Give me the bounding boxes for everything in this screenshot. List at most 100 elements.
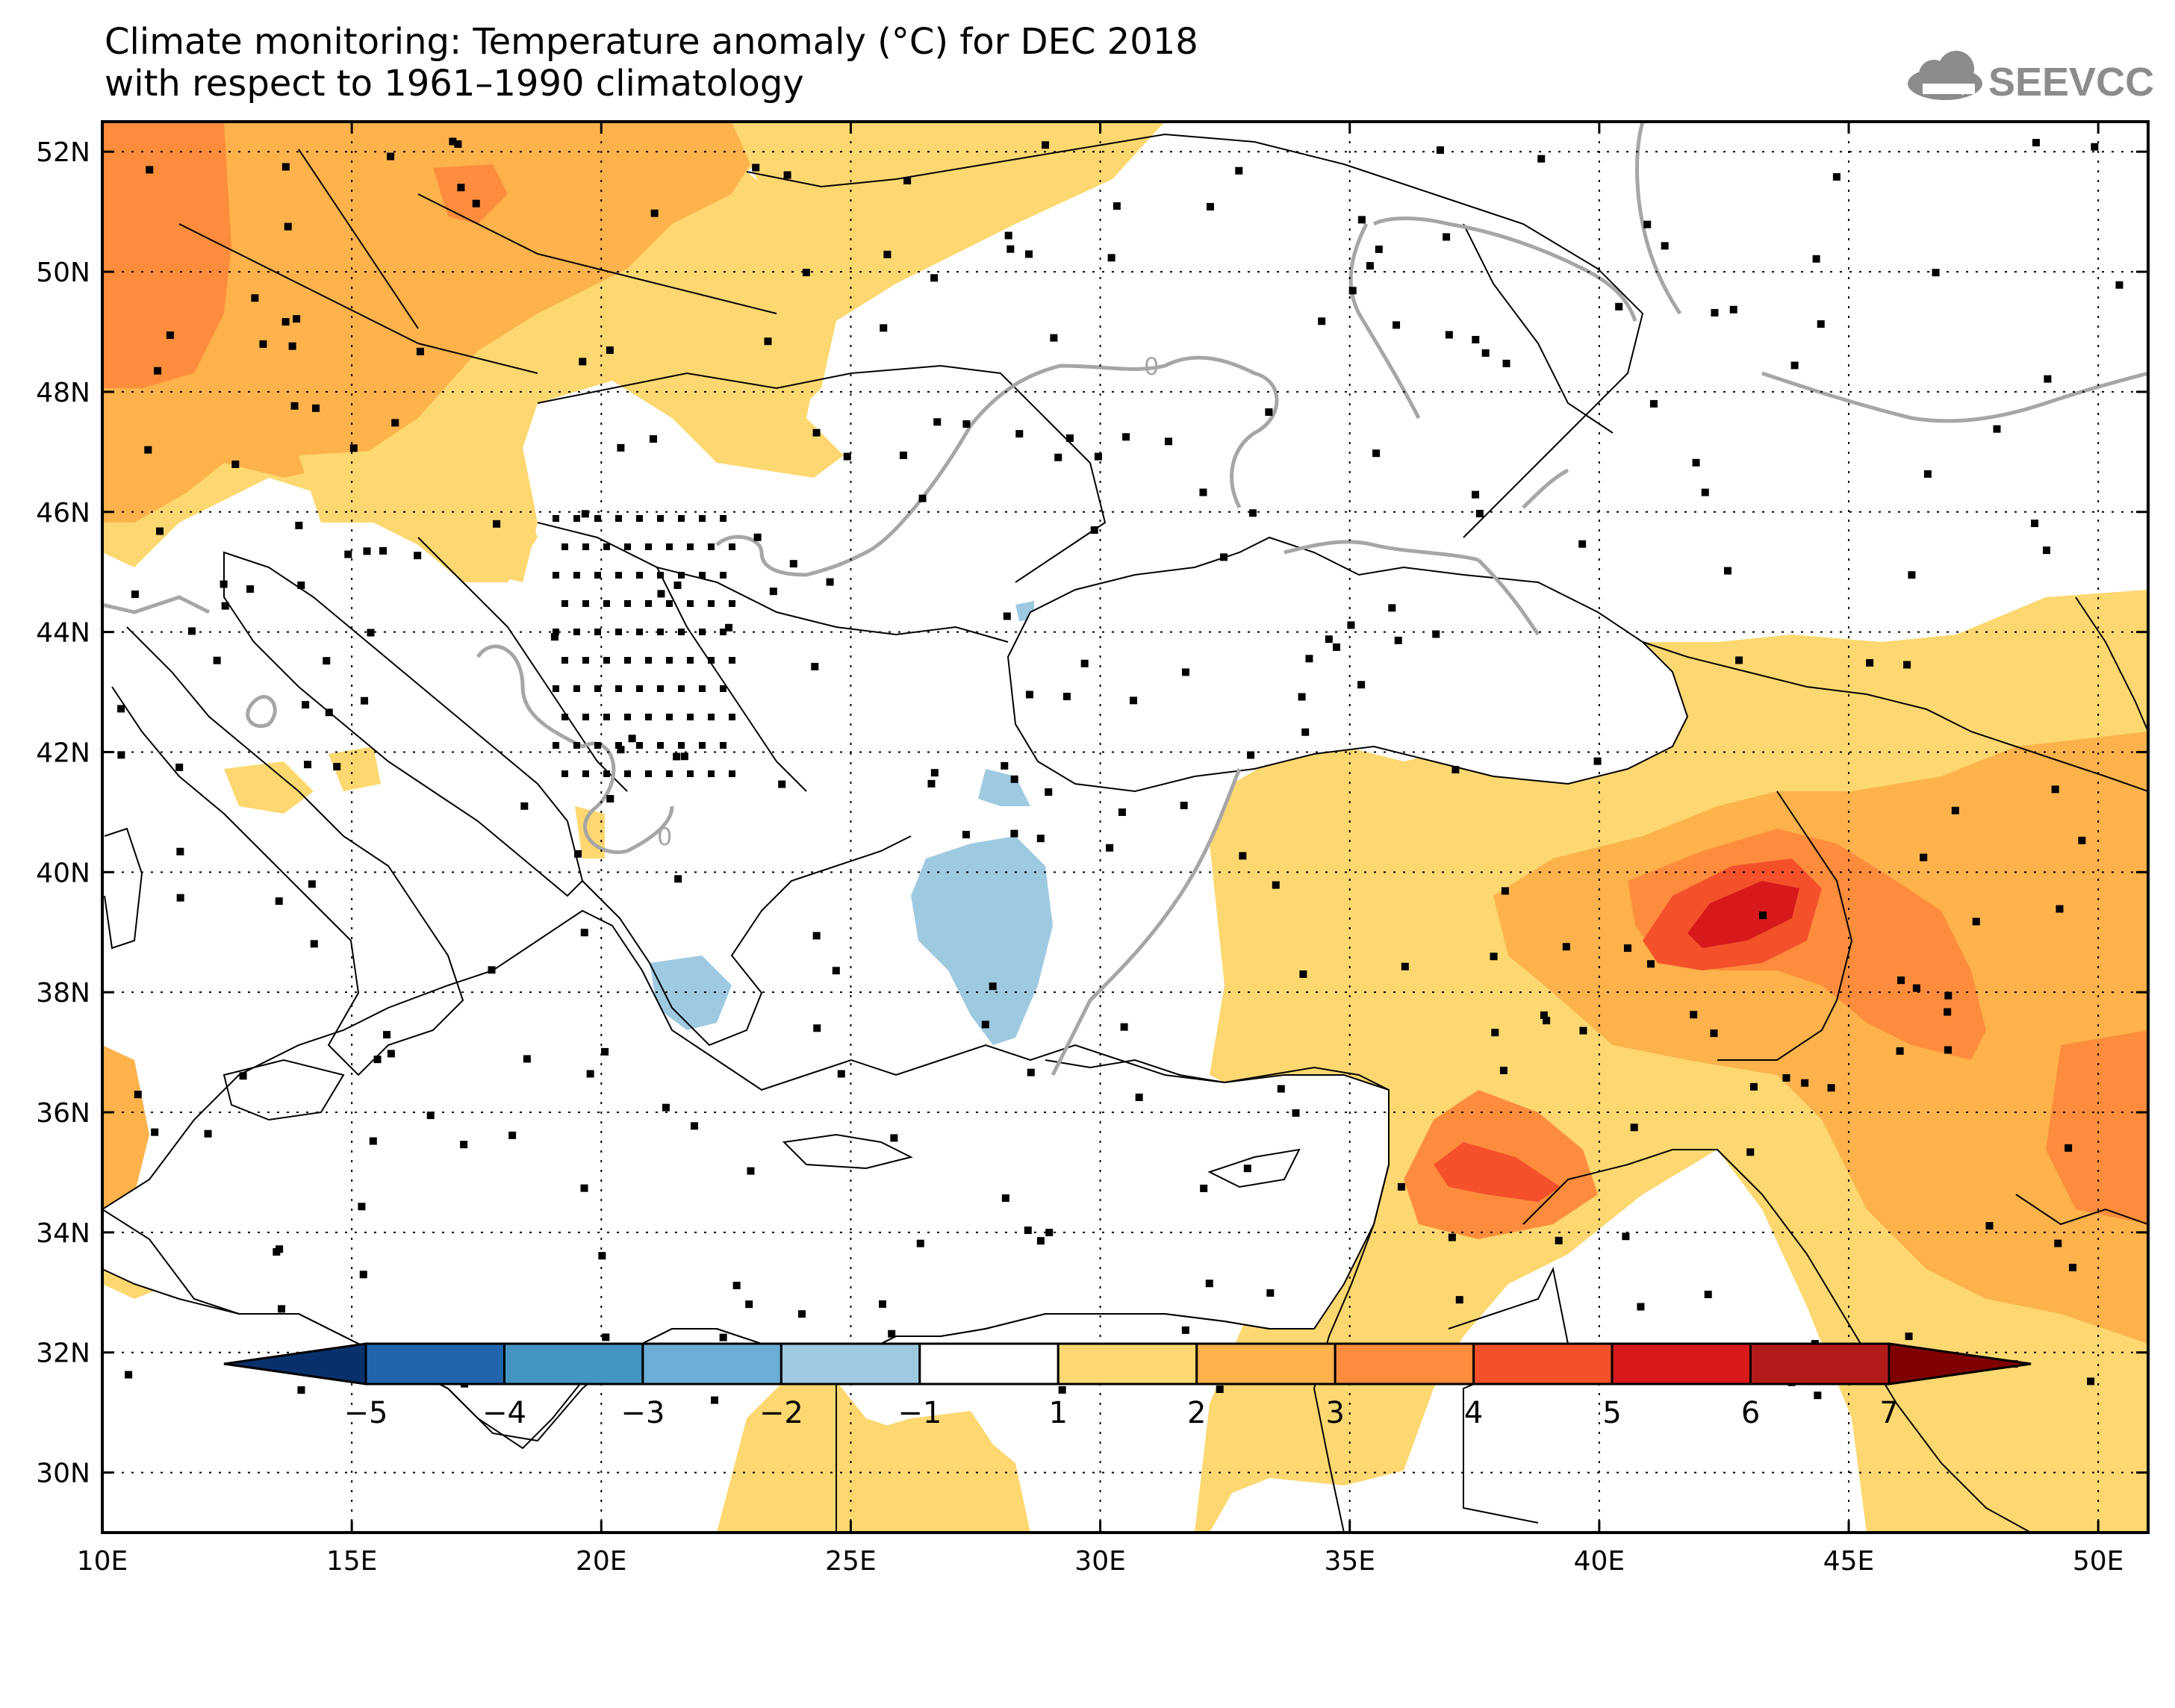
station-marker bbox=[2087, 1377, 2095, 1386]
station-marker bbox=[373, 1056, 382, 1064]
station-marker bbox=[1272, 881, 1280, 889]
station-marker bbox=[176, 894, 184, 902]
station-marker bbox=[1445, 331, 1453, 339]
station-marker bbox=[711, 1396, 719, 1404]
station-marker bbox=[1247, 751, 1255, 759]
station-marker bbox=[657, 590, 665, 598]
station-marker bbox=[1491, 1029, 1499, 1037]
station-marker bbox=[1003, 612, 1011, 620]
levant-coast bbox=[1313, 1090, 1390, 1533]
station-marker bbox=[720, 572, 726, 579]
zero-contour-anatolia bbox=[1051, 768, 1242, 1076]
station-marker bbox=[344, 550, 352, 558]
station-marker bbox=[1637, 1303, 1645, 1311]
colorbar-label: −1 bbox=[897, 1396, 942, 1430]
station-marker bbox=[1058, 1386, 1066, 1394]
caspian-coast-south bbox=[2015, 1194, 2148, 1226]
station-marker bbox=[732, 1281, 741, 1289]
station-marker bbox=[553, 572, 559, 579]
station-marker bbox=[725, 623, 733, 632]
anomaly-poland-orange bbox=[433, 164, 508, 224]
station-marker bbox=[2056, 905, 2064, 913]
station-marker bbox=[1912, 984, 1920, 992]
station-marker bbox=[1985, 1222, 1994, 1230]
station-marker bbox=[1896, 1047, 1904, 1055]
station-marker bbox=[603, 770, 610, 777]
station-marker bbox=[1643, 220, 1652, 228]
cyprus bbox=[1207, 1148, 1301, 1188]
station-marker bbox=[624, 543, 631, 550]
station-marker bbox=[708, 600, 715, 607]
station-marker bbox=[962, 831, 970, 839]
station-marker bbox=[1501, 887, 1509, 895]
station-marker bbox=[259, 340, 267, 348]
colorbar-label: −5 bbox=[344, 1396, 388, 1430]
station-marker bbox=[1701, 488, 1709, 496]
station-marker bbox=[131, 590, 139, 599]
station-marker bbox=[1045, 1229, 1054, 1237]
station-marker bbox=[615, 685, 622, 692]
station-marker bbox=[221, 602, 229, 610]
title-line-1: Climate monitoring: Temperature anomaly … bbox=[105, 21, 1198, 63]
station-marker bbox=[1944, 1008, 1952, 1016]
zero-contours bbox=[102, 122, 2148, 1076]
anomaly-east-red bbox=[1687, 881, 1799, 948]
station-marker bbox=[662, 1103, 670, 1112]
station-marker bbox=[1827, 1084, 1835, 1092]
station-marker bbox=[879, 1300, 886, 1308]
station-marker bbox=[1027, 1068, 1035, 1076]
station-marker bbox=[789, 560, 797, 568]
station-marker bbox=[561, 600, 568, 607]
station-marker bbox=[602, 1333, 610, 1341]
station-marker bbox=[981, 1020, 989, 1029]
station-marker bbox=[488, 966, 496, 974]
anomaly-italy2-yellow bbox=[329, 747, 381, 791]
station-marker bbox=[1630, 1123, 1638, 1132]
station-marker bbox=[1206, 202, 1214, 211]
station-marker bbox=[304, 761, 312, 769]
station-marker bbox=[826, 578, 834, 586]
station-marker bbox=[720, 742, 726, 749]
lat-tick-label: 32N bbox=[36, 1338, 90, 1369]
station-marker bbox=[582, 657, 589, 664]
danube-border bbox=[537, 522, 1009, 643]
station-marker bbox=[1623, 944, 1631, 953]
station-marker bbox=[657, 515, 664, 522]
station-marker bbox=[1579, 1026, 1587, 1035]
zero-contour-center bbox=[715, 355, 1279, 577]
station-marker bbox=[1045, 788, 1053, 797]
station-marker bbox=[369, 1137, 377, 1145]
lon-tick-label: 35E bbox=[1324, 1546, 1375, 1577]
station-marker bbox=[387, 1050, 395, 1058]
station-marker bbox=[582, 770, 589, 777]
station-marker bbox=[1298, 693, 1306, 701]
lat-tick-label: 52N bbox=[36, 137, 90, 168]
station-marker bbox=[290, 402, 299, 410]
station-marker bbox=[1393, 321, 1401, 329]
station-marker bbox=[1054, 453, 1062, 461]
station-marker bbox=[2042, 546, 2050, 555]
station-marker bbox=[1443, 233, 1451, 241]
title-line-2: with respect to 1961–1990 climatology bbox=[105, 63, 804, 105]
station-marker bbox=[687, 770, 694, 777]
station-marker bbox=[1024, 1227, 1032, 1235]
station-marker bbox=[729, 770, 735, 777]
station-marker bbox=[175, 763, 184, 771]
station-marker bbox=[1647, 960, 1655, 968]
station-marker bbox=[720, 629, 726, 635]
zero-contour-caucasus-west bbox=[1477, 558, 1540, 636]
station-marker bbox=[598, 1252, 606, 1260]
station-marker bbox=[729, 657, 735, 664]
station-marker bbox=[699, 685, 706, 692]
lon-tick-label: 45E bbox=[1823, 1546, 1875, 1577]
station-marker bbox=[1690, 1011, 1698, 1019]
station-marker bbox=[573, 685, 580, 692]
station-marker bbox=[1710, 1029, 1718, 1038]
station-marker bbox=[1432, 630, 1440, 638]
station-marker bbox=[561, 543, 568, 550]
station-marker bbox=[1239, 852, 1247, 860]
lat-tick-label: 38N bbox=[36, 978, 90, 1009]
station-marker bbox=[1200, 1184, 1208, 1192]
station-marker bbox=[387, 152, 395, 160]
station-marker bbox=[617, 746, 625, 754]
